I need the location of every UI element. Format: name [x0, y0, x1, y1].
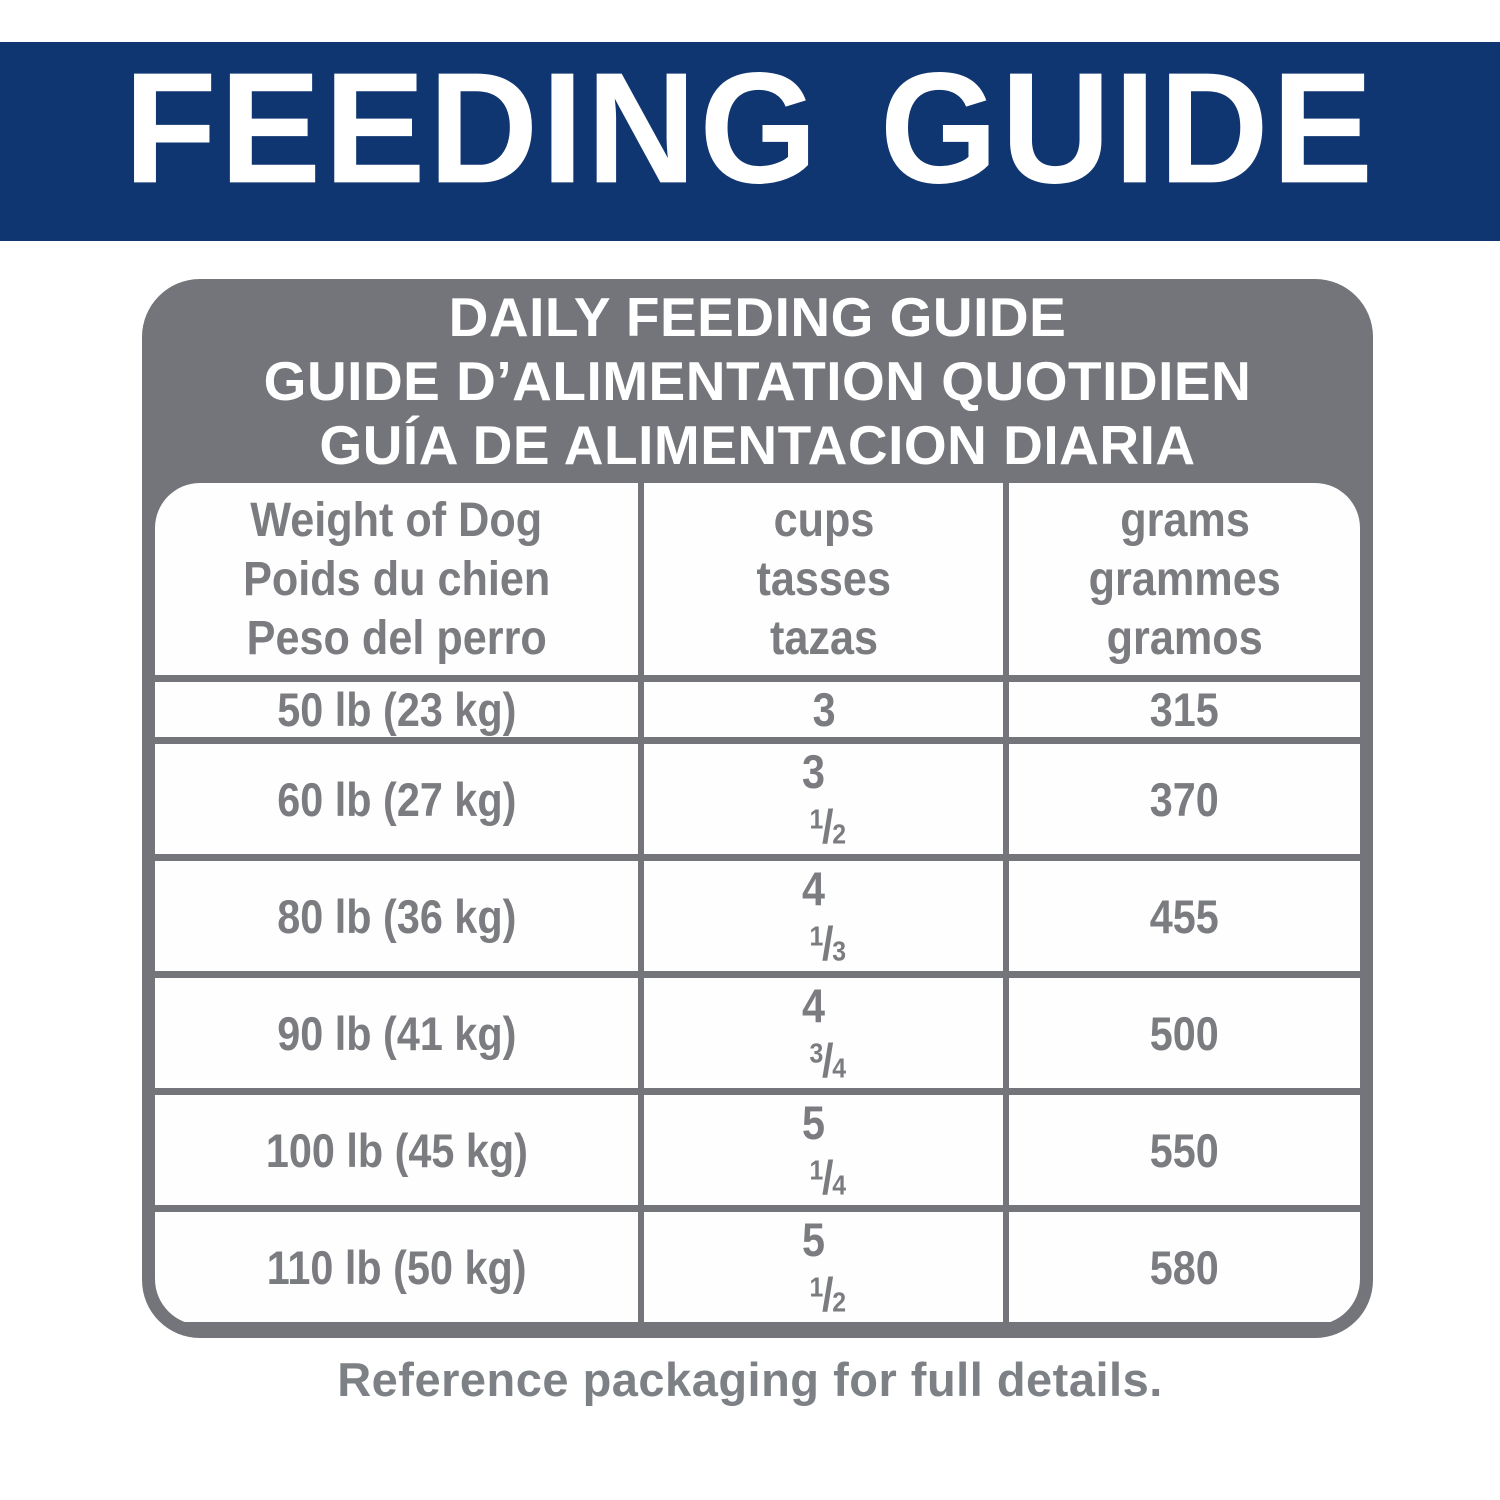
grams-cell: 500: [1009, 978, 1360, 1088]
column-header-weight: Weight of Dog Poids du chien Peso del pe…: [155, 483, 639, 675]
fraction-numerator: 1: [809, 919, 823, 952]
column-header-weight-es: Peso del perro: [246, 611, 547, 665]
fraction-numerator: 1: [809, 1270, 823, 1303]
column-header-weight-en: Weight of Dog: [250, 493, 543, 547]
cups-value: 4 1/3: [802, 861, 846, 971]
fraction-slash: /: [821, 1268, 834, 1321]
fraction-numerator: 1: [809, 1153, 823, 1186]
cups-whole: 5: [801, 1096, 825, 1149]
fraction-denominator: 4: [831, 1168, 846, 1201]
weight-cell: 80 lb (36 kg): [155, 861, 639, 971]
column-header-cups-es: tazas: [769, 611, 878, 665]
cups-cell: 4 1/3: [644, 861, 1004, 971]
card-header-line-en: DAILY FEEDING GUIDE: [448, 286, 1067, 348]
weight-value: 110 lb (50 kg): [266, 1240, 527, 1294]
cups-whole: 4: [801, 862, 825, 915]
weight-cell: 60 lb (27 kg): [155, 744, 639, 854]
column-header-cups: cups tasses tazas: [644, 483, 1004, 675]
fraction-numerator: 3: [809, 1036, 823, 1069]
cups-value: 5 1/4: [802, 1095, 846, 1205]
footer-note: Reference packaging for full details.: [337, 1353, 1163, 1406]
cups-cell: 4 3/4: [644, 978, 1004, 1088]
cups-whole: 3: [812, 683, 836, 736]
weight-value: 60 lb (27 kg): [277, 772, 517, 826]
feeding-table: Weight of Dog Poids du chien Peso del pe…: [155, 483, 1360, 1325]
weight-cell: 110 lb (50 kg): [155, 1212, 639, 1322]
fraction-denominator: 2: [831, 817, 846, 850]
grams-value: 500: [1150, 1006, 1220, 1060]
weight-value: 80 lb (36 kg): [277, 889, 517, 943]
column-header-weight-fr: Poids du chien: [242, 552, 551, 606]
grams-cell: 370: [1009, 744, 1360, 854]
weight-cell: 100 lb (45 kg): [155, 1095, 639, 1205]
column-header-grams: grams grammes gramos: [1009, 483, 1360, 675]
fraction-slash: /: [821, 1034, 834, 1087]
weight-cell: 90 lb (41 kg): [155, 978, 639, 1088]
cups-value: 4 3/4: [802, 978, 846, 1088]
weight-value: 50 lb (23 kg): [277, 683, 517, 736]
cups-value: 5 1/2: [802, 1212, 846, 1322]
grams-value: 315: [1150, 683, 1220, 736]
cups-fraction: 1/2: [809, 800, 846, 853]
daily-feeding-guide-card: DAILY FEEDING GUIDE GUIDE D’ALIMENTATION…: [142, 279, 1373, 1338]
fraction-slash: /: [821, 917, 834, 970]
grams-value: 550: [1150, 1123, 1220, 1177]
grams-cell: 550: [1009, 1095, 1360, 1205]
cups-cell: 3 1/2: [644, 744, 1004, 854]
fraction-denominator: 4: [831, 1051, 846, 1084]
grams-value: 370: [1150, 772, 1220, 826]
cups-cell: 5 1/4: [644, 1095, 1004, 1205]
cups-whole: 3: [801, 745, 825, 798]
grams-value: 455: [1150, 889, 1220, 943]
weight-value: 100 lb (45 kg): [265, 1123, 528, 1177]
card-header: DAILY FEEDING GUIDE GUIDE D’ALIMENTATION…: [155, 279, 1360, 483]
grams-cell: 455: [1009, 861, 1360, 971]
cups-value: 3: [812, 682, 835, 737]
grams-value: 580: [1150, 1240, 1220, 1294]
feeding-guide-banner: FEEDING GUIDE: [0, 42, 1500, 241]
fraction-slash: /: [821, 1151, 834, 1204]
card-header-line-fr: GUIDE D’ALIMENTATION QUOTIDIEN: [263, 350, 1252, 412]
column-header-grams-fr: grammes: [1088, 552, 1281, 606]
column-header-cups-en: cups: [773, 493, 875, 547]
cups-cell: 3: [644, 682, 1004, 737]
cups-whole: 4: [801, 979, 825, 1032]
card-header-line-es: GUÍA DE ALIMENTACION DIARIA: [319, 414, 1196, 476]
fraction-denominator: 2: [831, 1285, 846, 1318]
cups-fraction: 1/2: [809, 1268, 846, 1321]
weight-value: 90 lb (41 kg): [277, 1006, 517, 1060]
grams-cell: 315: [1009, 682, 1360, 737]
grams-cell: 580: [1009, 1212, 1360, 1322]
cups-value: 3 1/2: [802, 744, 846, 854]
feeding-guide-title: FEEDING GUIDE: [123, 39, 1377, 217]
column-header-cups-fr: tasses: [756, 552, 891, 606]
cups-fraction: 1/4: [809, 1151, 846, 1204]
fraction-numerator: 1: [809, 802, 823, 835]
cups-cell: 5 1/2: [644, 1212, 1004, 1322]
column-header-grams-es: gramos: [1106, 611, 1263, 665]
fraction-denominator: 3: [831, 934, 846, 967]
column-header-grams-en: grams: [1119, 493, 1250, 547]
cups-whole: 5: [801, 1213, 825, 1266]
weight-cell: 50 lb (23 kg): [155, 682, 639, 737]
cups-fraction: 3/4: [809, 1034, 846, 1087]
cups-fraction: 1/3: [809, 917, 846, 970]
fraction-slash: /: [821, 800, 834, 853]
